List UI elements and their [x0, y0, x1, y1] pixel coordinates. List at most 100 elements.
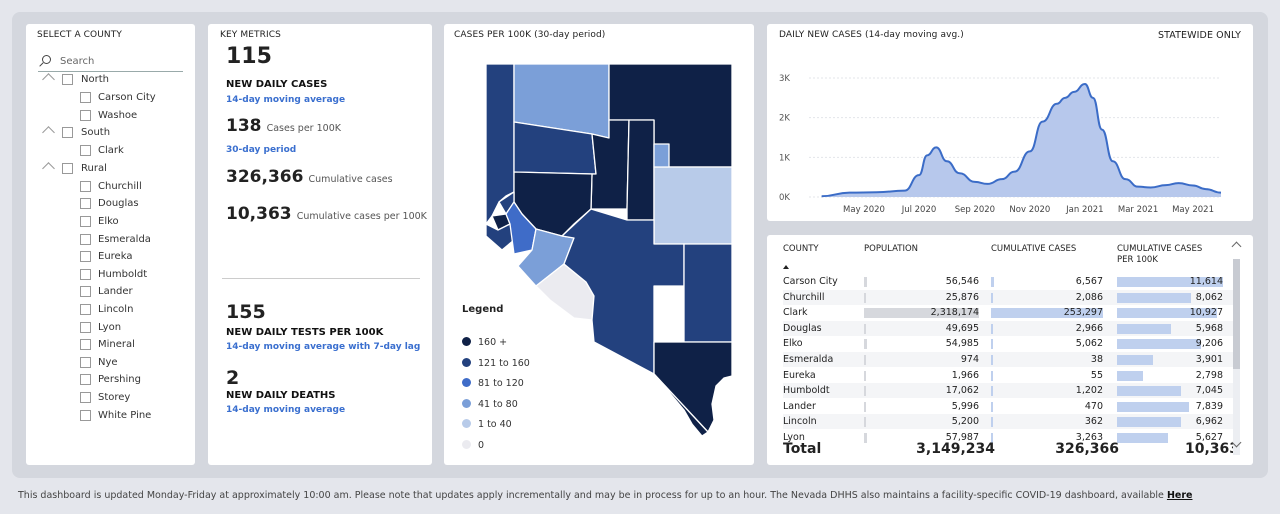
legend-item: 81 to 120	[462, 378, 524, 389]
chevron-up-icon[interactable]	[42, 126, 55, 140]
county-eureka	[626, 119, 655, 221]
col-per100k[interactable]: CUMULATIVE CASES PER 100K	[1117, 244, 1203, 265]
table-row[interactable]: Elko 54,985 5,062 9,206	[783, 336, 1235, 351]
cumulative-bar	[991, 277, 994, 287]
chevron-up-icon[interactable]	[42, 161, 55, 175]
county-checkbox[interactable]	[80, 251, 91, 263]
county-label: Storey	[98, 392, 131, 403]
county-checkbox[interactable]	[80, 286, 91, 298]
y-tick-label: 0K	[779, 193, 790, 203]
slicer-title: SELECT A COUNTY	[37, 30, 122, 40]
county-checkbox[interactable]	[80, 233, 91, 245]
county-checkbox[interactable]	[80, 409, 91, 421]
cumulative-bar	[991, 323, 993, 334]
county-checkbox[interactable]	[80, 180, 91, 192]
series-area	[821, 83, 1221, 197]
group-checkbox[interactable]	[62, 74, 73, 85]
table-row[interactable]: Douglas 49,695 2,966 5,968	[783, 320, 1235, 336]
col-population[interactable]: POPULATION	[864, 244, 918, 254]
table-row[interactable]: Esmeralda 974 38 3,901	[783, 352, 1235, 367]
cumulative-bar	[991, 308, 1103, 319]
cell-population: 974	[960, 354, 979, 365]
county-checkbox[interactable]	[80, 92, 91, 103]
nevada-map	[485, 63, 733, 437]
sort-ascending-icon[interactable]	[783, 265, 789, 269]
scroll-up-icon[interactable]	[1231, 241, 1242, 252]
cell-population: 2,318,174	[930, 307, 979, 319]
county-checkbox[interactable]	[80, 304, 91, 315]
county-checkbox[interactable]	[80, 374, 91, 386]
legend-item: 1 to 40	[462, 419, 512, 430]
county-checkbox[interactable]	[80, 216, 91, 227]
group-label: South	[81, 127, 111, 139]
cell-population: 49,695	[945, 322, 979, 334]
per100k-bar	[1117, 292, 1191, 303]
statewide-badge: STATEWIDE ONLY	[1157, 30, 1241, 41]
search-placeholder: Search	[60, 56, 95, 67]
cell-county: Lyon	[783, 432, 805, 443]
county-label: Pershing	[98, 374, 141, 386]
col-county[interactable]: COUNTY	[783, 244, 819, 254]
county-checkbox[interactable]	[80, 392, 91, 403]
search-input[interactable]: Search	[38, 54, 183, 72]
county-checkbox[interactable]	[80, 198, 91, 210]
total-label: Total	[783, 441, 822, 457]
county-checkbox[interactable]	[80, 145, 91, 157]
legend-item: 0	[462, 440, 484, 451]
table-row[interactable]: Lincoln 5,200 362 6,962	[783, 414, 1235, 430]
table-total-row: Total 3,149,234 326,366 10,363	[783, 441, 1239, 459]
legend-label: 81 to 120	[478, 378, 524, 390]
total-cumulative: 326,366	[1055, 441, 1119, 457]
cell-population: 5,200	[951, 416, 979, 428]
cell-cumulative: 38	[1090, 354, 1103, 365]
x-tick-label: Mar 2021	[1118, 205, 1158, 215]
table-row[interactable]: Humboldt 17,062 1,202 7,045	[783, 383, 1235, 399]
table-scrollbar[interactable]	[1233, 259, 1240, 455]
county-label: Lander	[98, 286, 133, 298]
legend-item: 41 to 80	[462, 398, 518, 410]
series-line	[821, 82, 1222, 198]
daily-cases-sub: 14-day moving average	[226, 95, 346, 105]
group-label: Rural	[81, 162, 107, 174]
cases-map-panel: CASES PER 100K (30-day period)	[444, 24, 754, 465]
county-checkbox[interactable]	[80, 356, 91, 368]
chevron-up-icon[interactable]	[42, 73, 55, 86]
legend-label: 41 to 80	[478, 398, 518, 410]
table-row[interactable]: Lander 5,996 470 7,839	[783, 399, 1235, 414]
footer-link[interactable]: Here	[1166, 490, 1193, 501]
table-row[interactable]: Churchill 25,876 2,086 8,062	[783, 289, 1235, 305]
search-icon	[42, 55, 51, 64]
table-row[interactable]: Clark 2,318,174 253,297 10,927	[783, 305, 1235, 320]
county-checkbox[interactable]	[80, 109, 91, 121]
per100k-sub: 30-day period	[226, 145, 297, 155]
county-label: White Pine	[98, 409, 152, 421]
chart-title: DAILY NEW CASES (14-day moving avg.)	[779, 30, 964, 40]
group-checkbox[interactable]	[62, 162, 73, 174]
group-checkbox[interactable]	[62, 127, 73, 139]
cell-cumulative: 5,062	[1075, 338, 1103, 350]
per100k-bar	[1117, 401, 1189, 412]
cell-per100k: 5,627	[1195, 432, 1223, 443]
cell-cumulative: 55	[1090, 369, 1103, 381]
table-row[interactable]: Eureka 1,966 55 2,798	[783, 368, 1235, 383]
legend-title: Legend	[462, 304, 504, 315]
cumulative-label: Cumulative cases	[308, 174, 393, 185]
county-label: Douglas	[98, 198, 139, 210]
county-checkbox[interactable]	[80, 321, 91, 333]
footer-note: This dashboard is updated Monday-Friday …	[18, 490, 1192, 501]
scrollbar-thumb[interactable]	[1233, 259, 1240, 369]
legend-label: 121 to 160	[478, 357, 530, 369]
col-cumulative[interactable]: CUMULATIVE CASES	[991, 244, 1077, 254]
map-title: CASES PER 100K (30-day period)	[454, 30, 606, 40]
total-population: 3,149,234	[916, 441, 995, 457]
county-label: Churchill	[98, 180, 142, 192]
cumulative-bar	[991, 292, 993, 303]
daily-cases-value: 115	[226, 44, 272, 69]
county-label: Elko	[98, 216, 119, 227]
table-row[interactable]: Lyon 57,987 3,263 5,627	[783, 430, 1235, 445]
cell-per100k: 9,206	[1195, 338, 1223, 350]
table-row[interactable]: Carson City 56,546 6,567 11,614	[783, 274, 1235, 289]
county-checkbox[interactable]	[80, 339, 91, 351]
county-checkbox[interactable]	[80, 268, 91, 280]
per100k-bar	[1117, 308, 1217, 319]
